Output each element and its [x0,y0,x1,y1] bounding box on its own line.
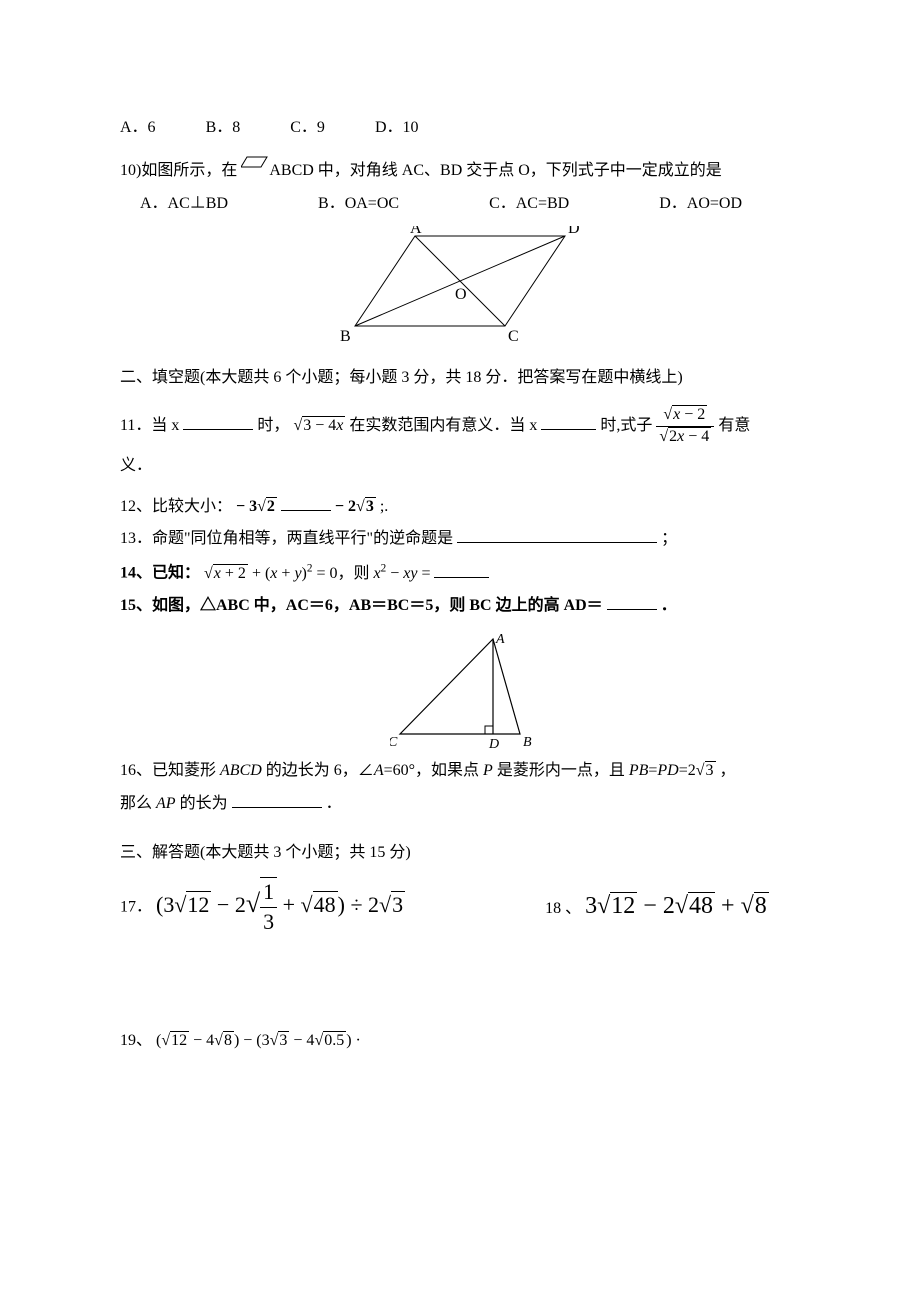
q14: 14、已知： √x + 2 + (x + y)2 = 0，则 x2 − xy = [120,558,810,588]
q12: 12、比较大小： − 3√2 − 2√3 ;. [120,493,810,522]
t: ABCD [220,762,262,779]
svg-text:C: C [508,328,519,345]
blank [281,494,331,511]
q11-e: 有意 [718,417,750,434]
t: =60°，如果点 [384,762,483,779]
q10-prefix: 10)如图所示，在 [120,162,241,179]
t: 是菱形内一点，且 [493,762,629,779]
q13: 13．命题"同位角相等，两直线平行"的逆命题是 ； [120,525,810,554]
triangle-diagram: A B C D [390,629,540,749]
t: 16、已知菱形 [120,762,220,779]
q11-a: 11．当 x [120,417,179,434]
q12-d: ;. [380,498,388,515]
q18: 18 、 3√12 − 2√48 + √8 [545,885,769,928]
t: ． [326,795,342,812]
svg-text:A: A [495,632,505,647]
q11-b: 时， [257,417,289,434]
q10-figure: A D B C O [120,226,810,346]
svg-text:D: D [488,737,499,749]
t: P [483,762,493,779]
q10-options: A．AC⊥BD B．OA=OC C．AC=BD D．AO=OD [140,190,810,219]
t: A [374,762,384,779]
q15-figure: A B C D [120,629,810,749]
q19-label: 19、 [120,1032,152,1049]
q18-expr: 3√12 − 2√48 + √8 [585,892,769,919]
q15-b: ． [661,597,677,614]
t: 的长为 [176,795,228,812]
parallelogram-diagram: A D B C O [335,226,595,346]
q12-e2: − 2√3 [335,497,376,515]
q17: 17． (3√12 − 2√13 + √48) ÷ 2√3 [120,877,405,936]
q10-stem: 10)如图所示，在 ABCD 中，对角线 AC、BD 交于点 O，下列式子中一定… [120,147,810,186]
blank [183,413,253,430]
q10-c: C．AC=BD [489,190,569,219]
blank [607,593,657,610]
t: =2 [679,762,696,779]
svg-text:B: B [523,735,532,749]
q13-b: ； [661,530,677,547]
q11-sqrt1: √3 − 4x [293,416,345,434]
q19-expr: (√12 − 4√8) − (3√3 − 4√0.5) · [156,1031,361,1049]
q17-q18-row: 17． (3√12 − 2√13 + √48) ÷ 2√3 18 、 3√12 … [120,877,810,936]
q10-b: B．OA=OC [318,190,399,219]
t: 的边长为 6，∠ [262,762,374,779]
t: 那么 [120,795,156,812]
opt-a: A．6 [120,114,156,143]
q14-a: 14、已知： [120,565,200,582]
svg-text:D: D [568,226,580,237]
prev-options: A．6 B．8 C．9 D．10 [120,114,810,143]
q11-d: 时,式子 [600,417,652,434]
svg-text:B: B [340,328,351,345]
blank [434,561,489,578]
q12-e1: − 3√2 [236,497,277,515]
q10-mid: ABCD 中，对角线 AC、BD 交于点 O，下列式子中一定成立的是 [269,162,721,179]
blank [232,791,322,808]
blank [457,526,657,543]
q11-c: 在实数范围内有意义．当 x [349,417,537,434]
t: ， [716,762,736,779]
blank [541,413,596,430]
opt-c: C．9 [290,114,325,143]
q13-a: 13．命题"同位角相等，两直线平行"的逆命题是 [120,530,453,547]
q14-expr: √x + 2 + (x + y)2 = 0，则 x2 − xy = [204,565,434,582]
q10-a: A．AC⊥BD [140,190,228,219]
q12-a: 12、比较大小： [120,498,232,515]
q11-frac: √x − 2 √2x − 4 [656,405,714,448]
svg-text:A: A [410,226,422,237]
q19: 19、 (√12 − 4√8) − (3√3 − 4√0.5) · [120,1027,810,1056]
q11-cont: 义． [120,452,810,481]
q15-a: 15、如图，△ABC 中，AC＝6，AB＝BC＝5，则 BC 边上的高 AD＝ [120,597,603,614]
q15: 15、如图，△ABC 中，AC＝6，AB＝BC＝5，则 BC 边上的高 AD＝ … [120,592,810,621]
q16-sqrt: √3 [696,761,716,779]
q17-label: 17． [120,899,152,916]
q16: 16、已知菱形 ABCD 的边长为 6，∠A=60°，如果点 P 是菱形内一点，… [120,757,810,786]
svg-text:O: O [455,286,467,303]
parallelogram-icon [241,155,269,169]
section2-title: 二、填空题(本大题共 6 个小题；每小题 3 分，共 18 分．把答案写在题中横… [120,364,810,393]
section3-title: 三、解答题(本大题共 3 个小题；共 15 分) [120,839,810,868]
q18-label: 18 、 [545,900,581,917]
q11: 11．当 x 时， √3 − 4x 在实数范围内有意义．当 x 时,式子 √x … [120,405,810,448]
t: PD [657,762,678,779]
opt-d: D．10 [375,114,419,143]
t: AP [156,795,176,812]
opt-b: B．8 [206,114,241,143]
q10-d: D．AO=OD [659,190,742,219]
svg-text:C: C [390,735,398,749]
q16-2: 那么 AP 的长为 ． [120,790,810,819]
q17-expr: (3√12 − 2√13 + √48) ÷ 2√3 [156,892,405,917]
t: PB [629,762,649,779]
